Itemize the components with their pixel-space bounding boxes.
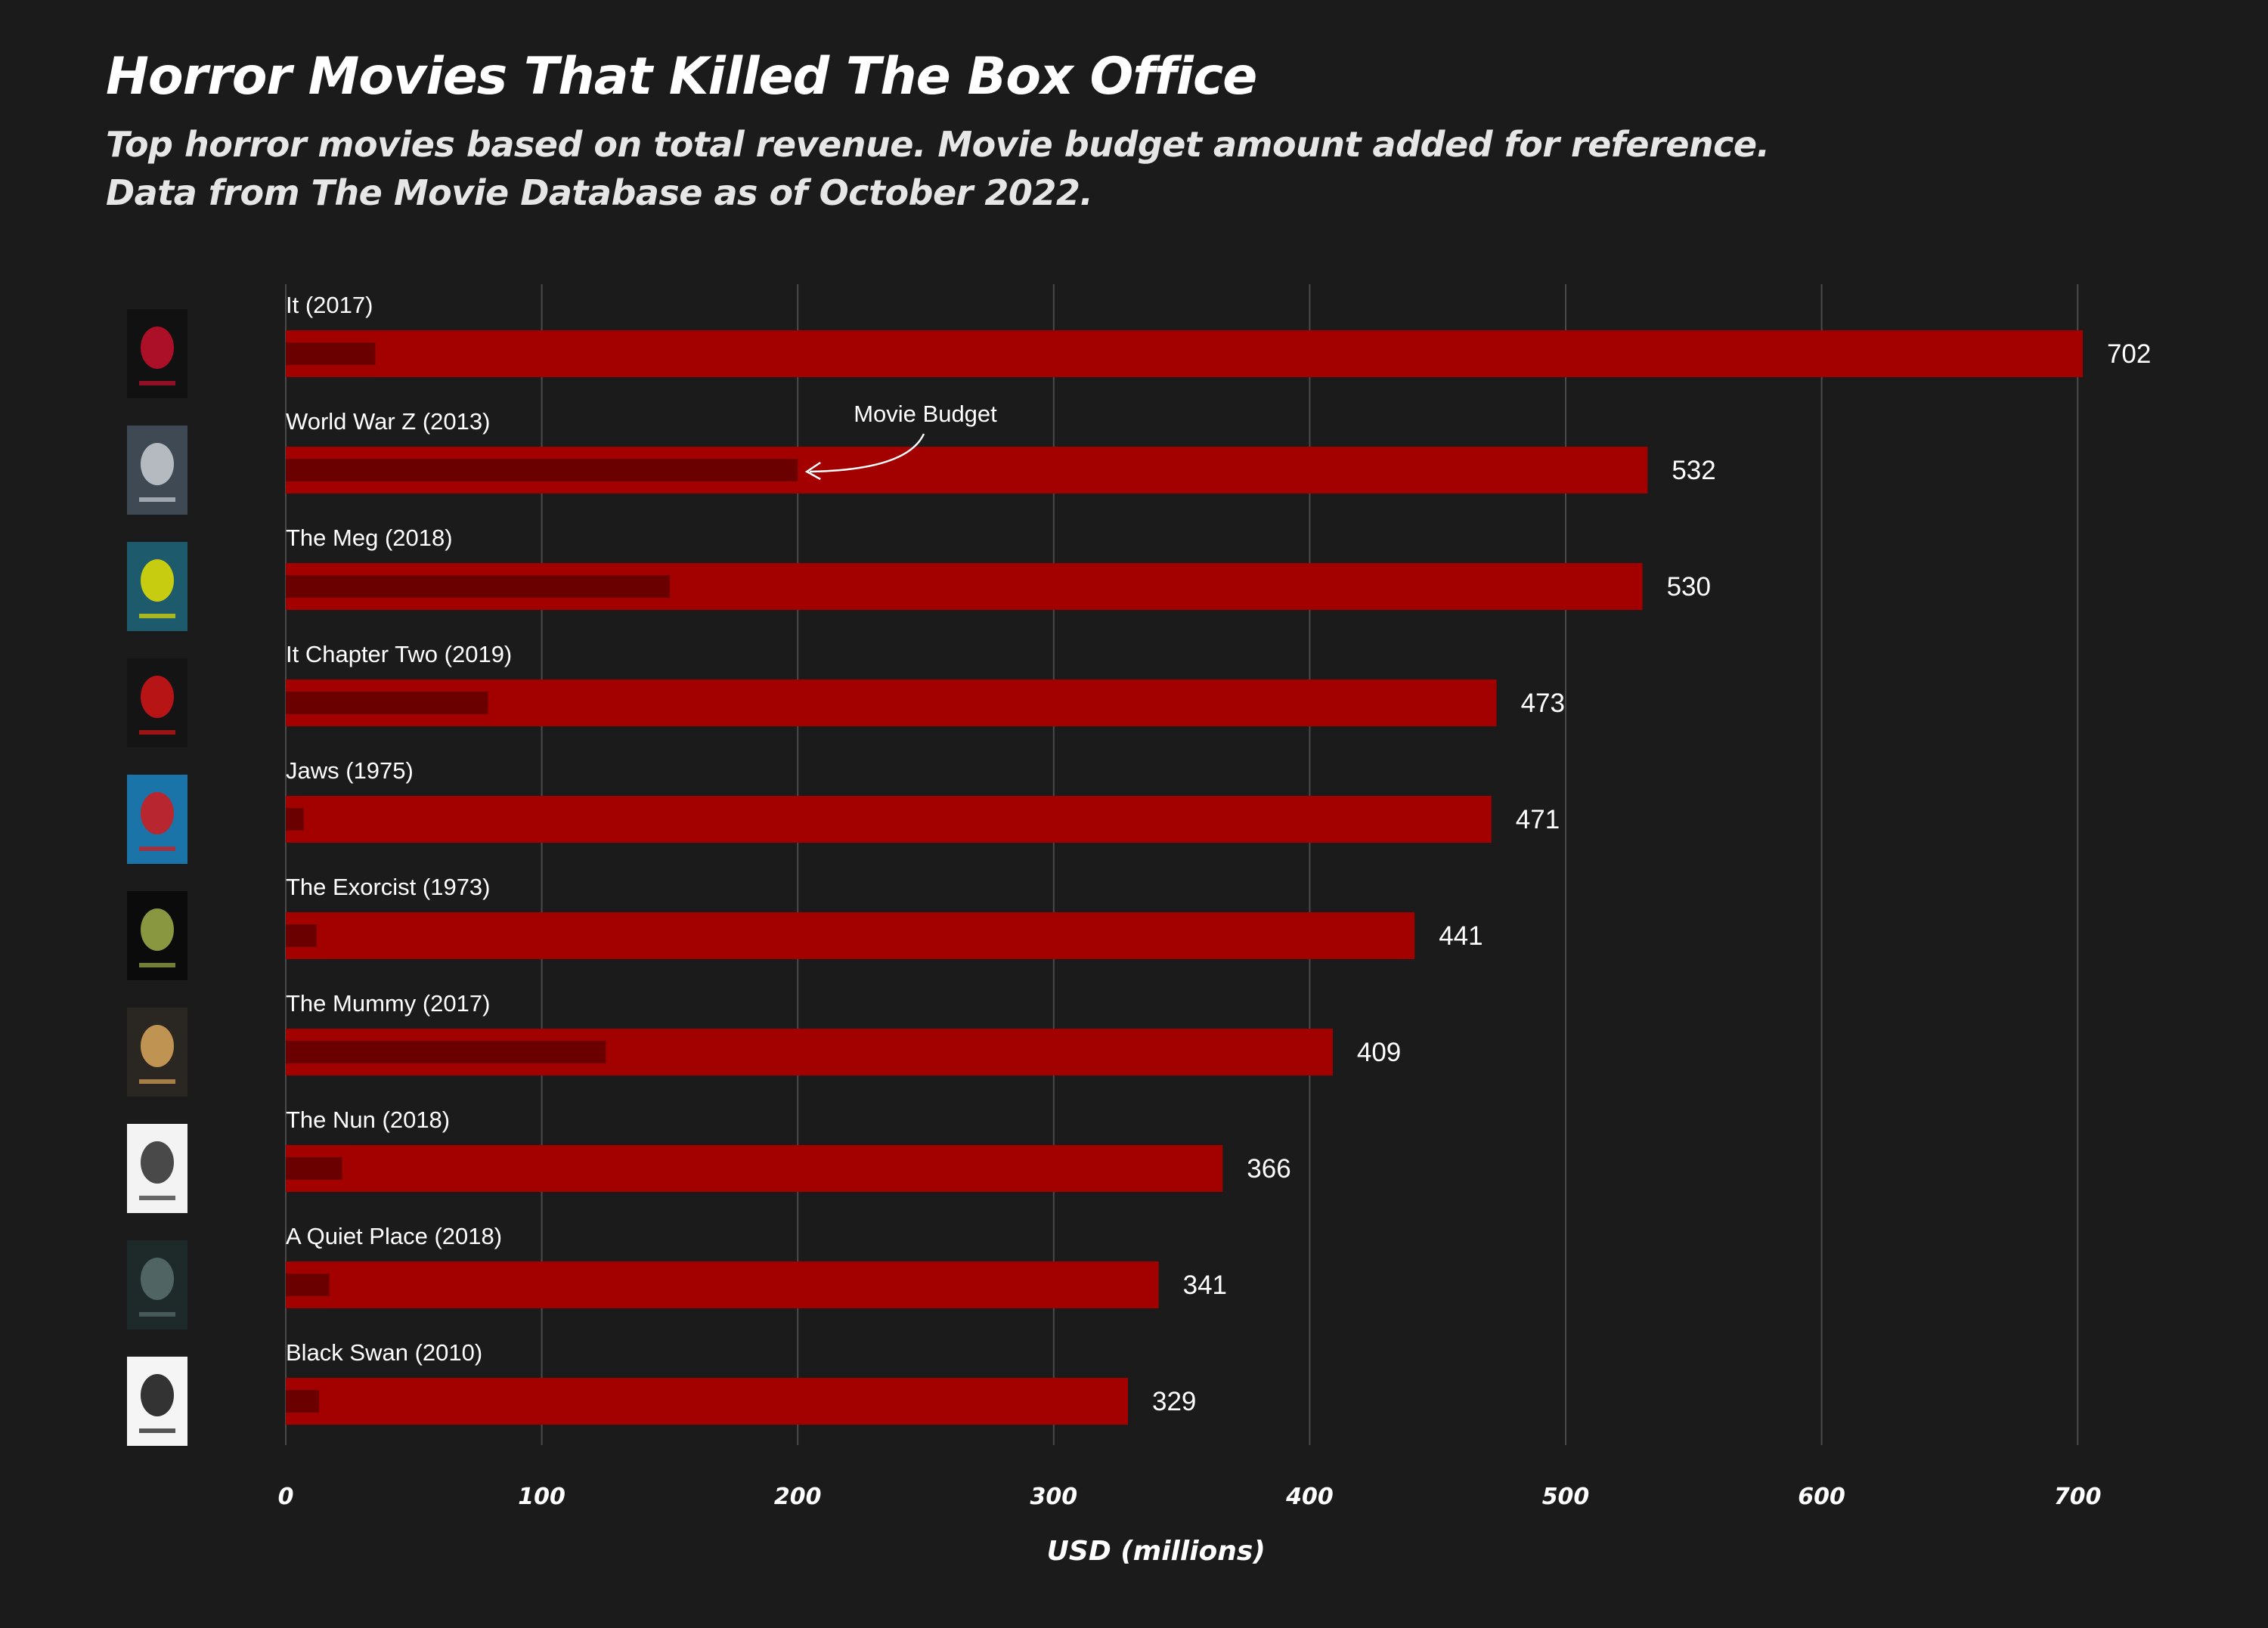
poster-figure: [141, 1141, 174, 1184]
x-tick-label: 400: [1285, 1484, 1334, 1510]
value-label: 441: [1439, 921, 1483, 951]
category-label: Black Swan (2010): [286, 1339, 482, 1366]
labels: It (2017) 702 World War Z (2013) 532 The Meg…: [286, 292, 2151, 1416]
x-tick-label: 100: [518, 1484, 565, 1510]
value-label: 532: [1672, 456, 1715, 485]
world-war-z-poster-icon: [127, 426, 187, 515]
poster-title-mark: [139, 963, 175, 967]
category-label: It (2017): [286, 292, 373, 318]
poster-figure: [141, 1025, 174, 1067]
value-label: 409: [1357, 1038, 1401, 1067]
revenue-bar: [286, 1378, 1128, 1425]
budget-annotation: Movie Budget: [804, 401, 997, 481]
annotation-arrow: [810, 433, 925, 473]
category-label: The Nun (2018): [286, 1106, 450, 1133]
value-label: 702: [2107, 339, 2151, 369]
poster-title-mark: [139, 846, 175, 851]
budget-bar: [286, 1274, 330, 1296]
x-axis-label: USD (millions): [1047, 1536, 1266, 1567]
category-label: It Chapter Two (2019): [286, 641, 512, 667]
poster-title-mark: [139, 381, 175, 385]
the-meg-poster-icon: [127, 542, 187, 631]
poster-title-mark: [139, 497, 175, 502]
category-label: A Quiet Place (2018): [286, 1223, 502, 1249]
category-label: The Meg (2018): [286, 525, 453, 551]
poster-title-mark: [139, 730, 175, 735]
it-2017-poster-icon: [127, 309, 187, 398]
black-swan-poster-icon: [127, 1357, 187, 1446]
poster-title-mark: [139, 1312, 175, 1317]
poster-title-mark: [139, 614, 175, 618]
x-axis: 0 100 200 300 400 500 600 700 USD (millions): [278, 1484, 2102, 1567]
revenue-bar: [286, 796, 1492, 843]
the-nun-poster-icon: [127, 1124, 187, 1213]
poster-figure: [141, 908, 174, 951]
category-label: The Mummy (2017): [286, 990, 490, 1017]
poster-title-mark: [139, 1428, 175, 1433]
value-label: 366: [1247, 1154, 1290, 1184]
budget-bar: [286, 459, 798, 481]
poster-figure: [141, 676, 174, 718]
value-label: 471: [1516, 805, 1560, 834]
budget-bar: [286, 924, 317, 947]
a-quiet-place-poster-icon: [127, 1240, 187, 1329]
budget-bar: [286, 1041, 606, 1063]
category-label: Jaws (1975): [286, 757, 414, 784]
x-tick-label: 300: [1030, 1484, 1077, 1510]
value-label: 473: [1521, 689, 1565, 718]
poster-figure: [141, 792, 174, 834]
category-label: World War Z (2013): [286, 408, 490, 435]
the-exorcist-poster-icon: [127, 891, 187, 980]
x-tick-label: 700: [2054, 1484, 2102, 1510]
revenue-bar: [286, 330, 2083, 377]
value-label: 329: [1152, 1387, 1196, 1416]
it-chapter-two-poster-icon: [127, 658, 187, 747]
budget-bar: [286, 1157, 342, 1180]
x-tick-label: 200: [774, 1484, 822, 1510]
poster-figure: [141, 1258, 174, 1300]
the-mummy-poster-icon: [127, 1007, 187, 1097]
budget-bar: [286, 342, 376, 365]
revenue-bar: [286, 1261, 1159, 1308]
poster-figure: [141, 443, 174, 485]
value-label: 530: [1667, 572, 1711, 602]
poster-figure: [141, 1374, 174, 1416]
annotation-label: Movie Budget: [854, 401, 997, 427]
budget-bar: [286, 808, 304, 831]
revenue-bar: [286, 912, 1415, 959]
budget-bar: [286, 575, 670, 598]
chart-subtitle-line-1: Top horror movies based on total revenue…: [106, 124, 1770, 165]
x-tick-label: 600: [1798, 1484, 1845, 1510]
bars: [286, 330, 2083, 1425]
budget-bar: [286, 692, 488, 714]
chart-subtitle-line-2: Data from The Movie Database as of Octob…: [106, 172, 1093, 213]
jaws-poster-icon: [127, 775, 187, 864]
poster-title-mark: [139, 1196, 175, 1200]
category-label: The Exorcist (1973): [286, 874, 491, 900]
x-tick-label: 0: [278, 1484, 294, 1510]
x-tick-label: 500: [1542, 1484, 1590, 1510]
poster-figure: [141, 327, 174, 369]
budget-bar: [286, 1390, 320, 1413]
poster-column: [127, 309, 187, 1446]
chart-title: Horror Movies That Killed The Box Office: [106, 47, 1257, 107]
poster-title-mark: [139, 1079, 175, 1084]
value-label: 341: [1183, 1271, 1227, 1300]
annotation-arrowhead: [804, 461, 821, 481]
revenue-bar: [286, 1145, 1223, 1192]
poster-figure: [141, 559, 174, 602]
